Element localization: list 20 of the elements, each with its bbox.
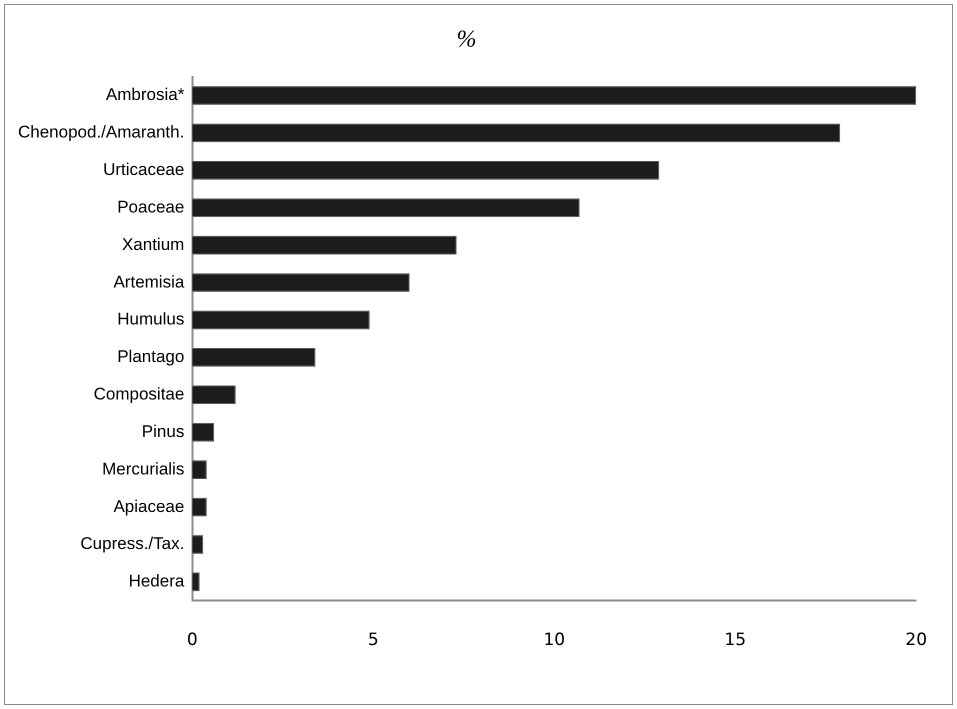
y-tick-label: Poaceae [117, 197, 184, 216]
y-tick-label: Mercurialis [102, 459, 184, 478]
y-tick-label: Humulus [117, 310, 184, 329]
y-tick-label: Apiaceae [113, 496, 184, 516]
y-tick-label: Ambrosia* [106, 85, 185, 104]
y-tick-label: Compositae [94, 384, 184, 404]
y-tick-label: Cupress./Tax. [80, 534, 184, 554]
x-tick-label: 15 [724, 630, 746, 650]
y-tick-label: Pinus [142, 422, 184, 441]
y-tick-label: Chenopod./Amaranth. [18, 122, 184, 142]
chart-title: % [456, 26, 476, 53]
y-tick-label: Hedera [128, 572, 185, 591]
y-tick-label: Artemisia [113, 272, 185, 292]
y-tick-label: Urticaceae [103, 160, 184, 180]
y-tick-label: Plantago [117, 347, 184, 366]
x-tick-label: 20 [905, 630, 928, 650]
y-tick-label: Xantium [122, 234, 184, 254]
x-tick-label: 0 [186, 630, 198, 650]
x-tick-label: 5 [368, 630, 379, 650]
x-tick-label: 10 [543, 630, 566, 650]
